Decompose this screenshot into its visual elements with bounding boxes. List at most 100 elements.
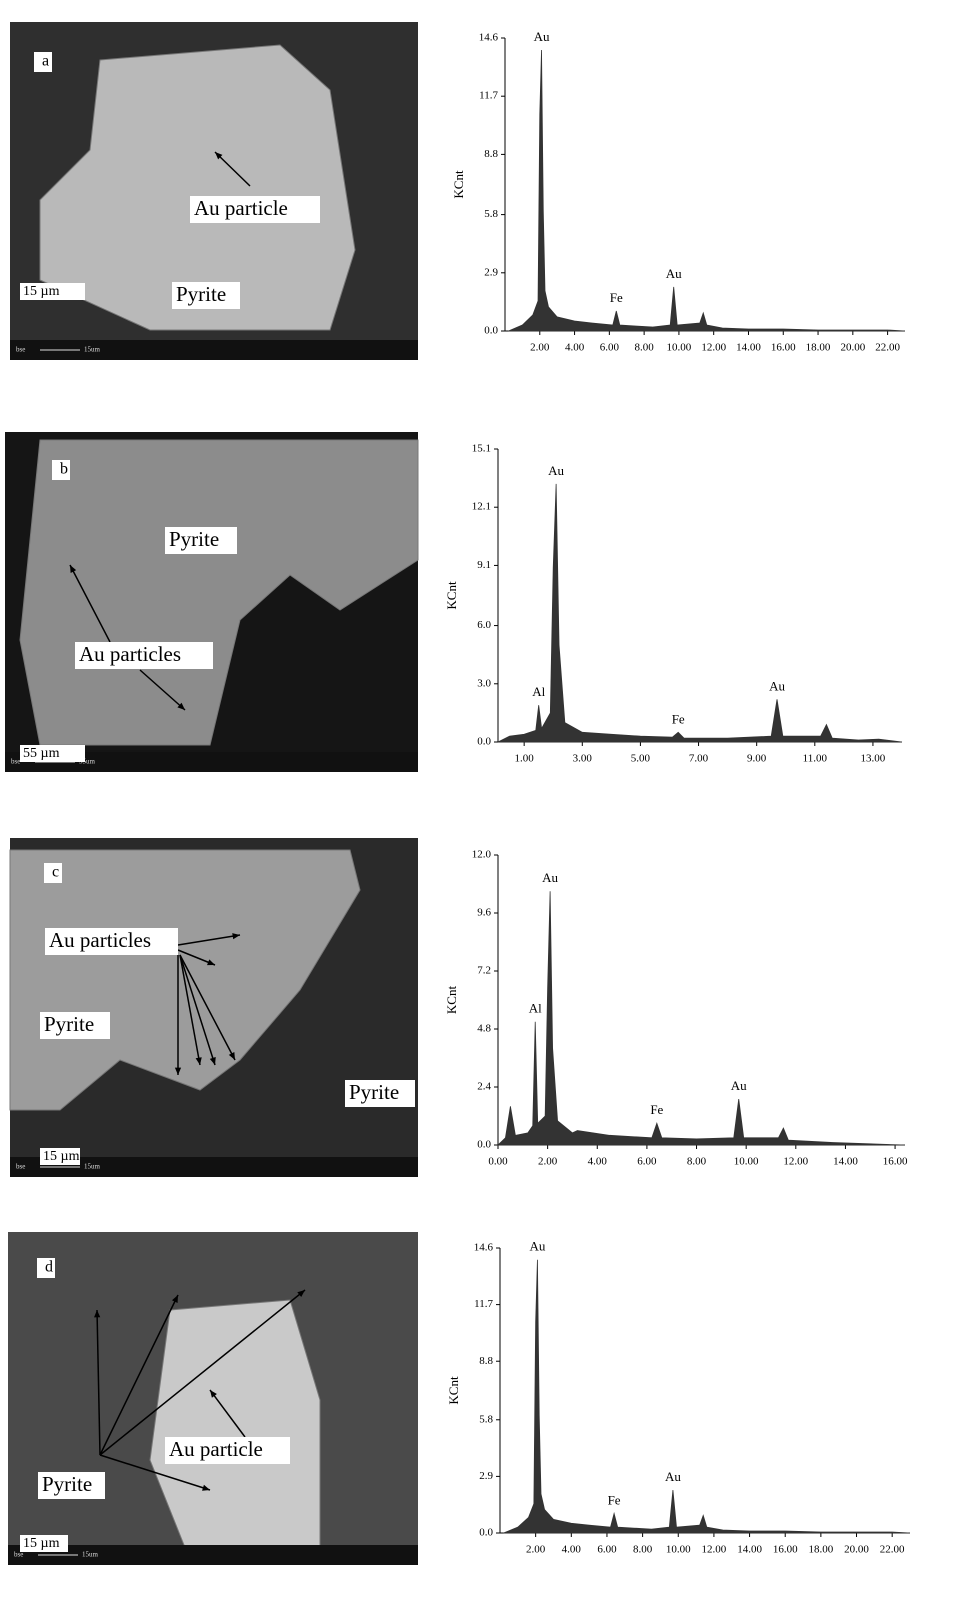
- x-tick-label: 6.00: [597, 1544, 617, 1556]
- x-tick-label: 5.00: [631, 753, 651, 765]
- x-tick-label: 10.00: [666, 1544, 691, 1556]
- x-tick-label: 6.00: [637, 1156, 657, 1168]
- peak-label: Au: [769, 678, 785, 693]
- y-tick-label: 11.7: [474, 1298, 493, 1310]
- x-tick-label: 2.00: [526, 1544, 546, 1556]
- footer-text: 15um: [82, 1551, 99, 1559]
- x-tick-label: 8.00: [687, 1156, 707, 1168]
- y-tick-label: 0.0: [484, 325, 498, 337]
- x-tick-label: 14.00: [737, 1544, 762, 1556]
- x-tick-label: 8.00: [635, 342, 655, 354]
- footer-text: bse: [11, 758, 20, 766]
- footer-text: bse: [16, 346, 25, 354]
- x-tick-label: 12.00: [702, 1544, 727, 1556]
- peak-label: Fe: [650, 1102, 663, 1117]
- y-tick-label: 9.1: [477, 559, 491, 571]
- panel-letter: a: [42, 53, 49, 70]
- x-tick-label: 6.00: [600, 342, 620, 354]
- y-tick-label: 14.6: [474, 1242, 494, 1254]
- image-label: Pyrite: [176, 282, 226, 306]
- image-label: Pyrite: [44, 1012, 94, 1036]
- image-label: Pyrite: [169, 527, 219, 551]
- scale-label: 15 µm: [43, 1149, 80, 1164]
- y-tick-label: 6.0: [477, 619, 491, 631]
- peak-label: Au: [548, 463, 564, 478]
- y-tick-label: 0.0: [479, 1527, 493, 1539]
- x-tick-label: 13.00: [861, 753, 886, 765]
- peak-label: Au: [731, 1078, 747, 1093]
- y-tick-label: 3.0: [477, 677, 491, 689]
- spectrum-area: [498, 484, 902, 742]
- x-tick-label: 20.00: [844, 1544, 869, 1556]
- x-tick-label: 12.00: [783, 1156, 808, 1168]
- x-tick-label: 16.00: [773, 1544, 798, 1556]
- x-tick-label: 14.00: [833, 1156, 858, 1168]
- spectrum-area: [504, 1260, 910, 1533]
- y-tick-label: 8.8: [479, 1355, 493, 1367]
- x-tick-label: 3.00: [573, 753, 593, 765]
- y-tick-label: 2.9: [484, 266, 498, 278]
- x-tick-label: 16.00: [771, 342, 796, 354]
- scale-label: 15 µm: [23, 284, 60, 299]
- image-label: Au particles: [49, 928, 151, 952]
- y-axis-label: KCnt: [451, 170, 466, 199]
- peak-label: Al: [532, 684, 545, 699]
- y-tick-label: 7.2: [477, 965, 491, 977]
- y-tick-label: 2.9: [479, 1470, 493, 1482]
- peak-label: Au: [542, 870, 558, 885]
- peak-label: Au: [534, 29, 550, 44]
- spectrum-area: [508, 50, 905, 331]
- x-tick-label: 9.00: [747, 753, 767, 765]
- x-tick-label: 10.00: [667, 342, 692, 354]
- y-tick-label: 5.8: [484, 208, 498, 220]
- x-tick-label: 8.00: [633, 1544, 653, 1556]
- x-tick-label: 7.00: [689, 753, 709, 765]
- y-tick-label: 11.7: [479, 90, 498, 102]
- y-tick-label: 5.8: [479, 1413, 493, 1425]
- x-tick-label: 10.00: [734, 1156, 759, 1168]
- x-tick-label: 12.00: [701, 342, 726, 354]
- x-tick-label: 11.00: [803, 753, 828, 765]
- y-tick-label: 0.0: [477, 1139, 491, 1151]
- y-tick-label: 14.6: [479, 32, 499, 44]
- peak-label: Fe: [610, 290, 623, 305]
- x-tick-label: 4.00: [562, 1544, 582, 1556]
- x-tick-label: 2.00: [538, 1156, 558, 1168]
- y-tick-label: 0.0: [477, 736, 491, 748]
- y-axis-label: KCnt: [444, 581, 459, 610]
- grain: [150, 1300, 320, 1560]
- scale-label: 15 µm: [23, 1536, 60, 1551]
- x-tick-label: 2.00: [530, 342, 550, 354]
- y-tick-label: 8.8: [484, 148, 498, 160]
- peak-label: Au: [666, 266, 682, 281]
- y-axis-label: KCnt: [446, 1376, 461, 1405]
- y-tick-label: 4.8: [477, 1023, 491, 1035]
- peak-label: Fe: [672, 711, 685, 726]
- x-tick-label: 18.00: [806, 342, 831, 354]
- figure: bse15umaAu particlePyrite15 µmbse55umbPy…: [0, 0, 979, 1618]
- x-tick-label: 0.00: [488, 1156, 508, 1168]
- x-tick-label: 14.00: [736, 342, 761, 354]
- spectrum-area: [498, 891, 905, 1145]
- x-tick-label: 18.00: [808, 1544, 833, 1556]
- y-tick-label: 12.1: [472, 501, 491, 513]
- footer-text: 15um: [84, 1163, 101, 1171]
- x-tick-label: 1.00: [515, 753, 535, 765]
- y-tick-label: 12.0: [472, 849, 492, 861]
- y-tick-label: 2.4: [477, 1081, 491, 1093]
- x-tick-label: 4.00: [588, 1156, 608, 1168]
- y-tick-label: 9.6: [477, 907, 491, 919]
- peak-label: Al: [529, 1001, 542, 1016]
- y-axis-label: KCnt: [444, 986, 459, 1015]
- x-tick-label: 20.00: [840, 342, 865, 354]
- panel-letter: d: [45, 1259, 53, 1276]
- image-label: Pyrite: [42, 1472, 92, 1496]
- image-label: Au particle: [194, 196, 288, 220]
- footer-text: 15um: [84, 346, 101, 354]
- x-tick-label: 22.00: [875, 342, 900, 354]
- image-label: Au particle: [169, 1437, 263, 1461]
- image-label: Au particles: [79, 642, 181, 666]
- peak-label: Fe: [608, 1492, 621, 1507]
- peak-label: Au: [665, 1469, 681, 1484]
- peak-label: Au: [529, 1239, 545, 1254]
